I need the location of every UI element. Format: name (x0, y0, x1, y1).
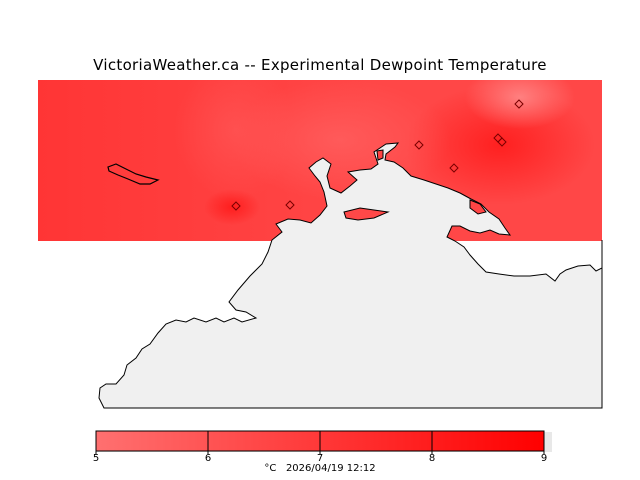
color-bar-caption: °C 2026/04/19 12:12 (0, 463, 640, 474)
color-bar-ticks (95, 431, 545, 454)
station-marker (449, 163, 459, 173)
inlet-harbour (469, 199, 487, 215)
map-title: VictoriaWeather.ca -- Experimental Dewpo… (93, 56, 547, 74)
station-marker (514, 99, 524, 109)
color-bar-tick-label: 6 (204, 453, 212, 464)
station-marker (285, 200, 295, 210)
color-bar (95, 430, 552, 454)
color-bar-tick-label: 7 (316, 453, 324, 464)
station-marker (497, 137, 507, 147)
dewpoint-field (38, 80, 602, 241)
island (107, 163, 160, 185)
color-bar-tick-label: 5 (92, 453, 100, 464)
station-marker (231, 201, 241, 211)
station-markers (231, 99, 524, 211)
unit-label: °C (264, 463, 277, 474)
timestamp: 2026/04/19 12:12 (285, 463, 376, 474)
color-bar-tick-label: 8 (428, 453, 436, 464)
inlet-sooke (343, 207, 390, 221)
station-marker (414, 140, 424, 150)
inlet-saanich (376, 149, 384, 161)
color-bar-tick-label: 9 (540, 453, 548, 464)
